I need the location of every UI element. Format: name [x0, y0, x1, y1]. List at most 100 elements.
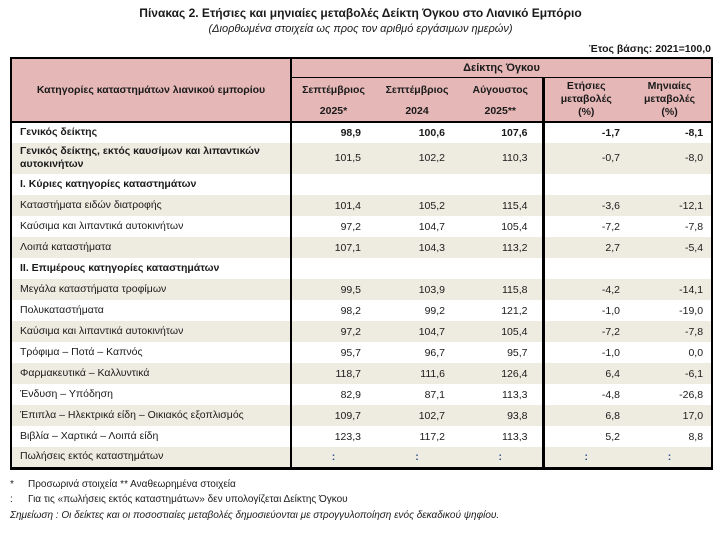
category-cell: Καύσιμα και λιπαντικά αυτοκινήτων: [11, 321, 292, 343]
value-cell-sep-2024: 99,2: [424, 304, 445, 317]
footnote-text: Για τις «πωλήσεις εκτός καταστημάτων» δε…: [28, 494, 348, 506]
category-cell: Πολυκαταστήματα: [11, 300, 292, 322]
value-cell-annual-change: :: [584, 450, 589, 463]
table-row: Φαρμακευτικά – Καλλυντικά 118,7 111,6 12…: [11, 363, 713, 385]
column-header-sep-2025: Σεπτέμβριος 2025*: [291, 77, 375, 123]
category-cell: Φαρμακευτικά – Καλλυντικά: [11, 363, 292, 385]
value-cell-monthly-change: -26,8: [679, 388, 704, 401]
table-row: ΙΙ. Επιμέρους κατηγορίες καταστημάτων: [11, 258, 712, 280]
value-cell-monthly-change: -5,4: [684, 241, 704, 254]
value-cell-monthly-change: -12,1: [679, 199, 704, 212]
value-cell-aug-2025: 113,2: [459, 237, 545, 259]
value-cell-sep-2024: [375, 258, 459, 279]
value-cell-sep-2024: 104,7: [418, 220, 445, 233]
value-cell-aug-2025: 126,4: [459, 363, 545, 385]
footnote-provisional: * Προσωρινά στοιχεία ** Αναθεωρημένα στο…: [10, 477, 711, 493]
column-header-unit: (%): [578, 106, 595, 119]
column-header-unit: (%): [661, 106, 678, 119]
table-row: Γενικός δείκτης, εκτός καυσίμων και λιπα…: [11, 142, 713, 175]
footnote-text: Προσωρινά στοιχεία ** Αναθεωρημένα στοιχ…: [28, 478, 236, 490]
footnote-marker: :: [10, 494, 13, 506]
value-cell-aug-2025: 105,4: [459, 216, 545, 238]
document-page: Πίνακας 2. Ετήσιες και μηνιαίες μεταβολέ…: [10, 6, 714, 524]
category-cell: Καύσιμα και λιπαντικά αυτοκινήτων: [11, 216, 292, 238]
column-header-month: Σεπτέμβριος: [385, 84, 449, 97]
table-row: Καύσιμα και λιπαντικά αυτοκινήτων 97,2 1…: [11, 321, 713, 343]
table-row: Καταστήματα ειδών διατροφής 101,4 105,2 …: [11, 195, 713, 217]
value-cell-annual-change: [543, 258, 628, 279]
table-row: Γενικός δείκτης 98,9 100,6 107,6 -1,7 -8…: [11, 121, 712, 143]
table-row: Ι. Κύριες κατηγορίες καταστημάτων: [11, 174, 712, 196]
value-cell-annual-change: -7,2: [601, 325, 620, 338]
value-cell-aug-2025: 95,7: [459, 342, 545, 364]
footnote-note: Σημείωση : Οι δείκτες και οι ποσοστιαίες…: [10, 508, 711, 524]
value-cell-aug-2025: 115,8: [459, 279, 545, 301]
value-cell-sep-2025: 118,7: [335, 367, 362, 380]
table-row: Ένδυση – Υπόδηση 82,9 87,1 113,3 -4,8 -2…: [11, 384, 712, 406]
column-header-month: Αύγουστος: [472, 84, 528, 97]
category-cell: Λοιπά καταστήματα: [11, 237, 292, 259]
value-cell-annual-change: -1,0: [601, 304, 620, 317]
value-cell-annual-change: -3,6: [601, 199, 620, 212]
table-row: Βιβλία – Χαρτικά – Λοιπά είδη 123,3 117,…: [11, 426, 712, 448]
value-cell-sep-2025: [291, 258, 375, 279]
value-cell-sep-2025: 109,7: [334, 409, 361, 422]
category-cell: Γενικός δείκτης: [11, 121, 292, 143]
value-cell-sep-2025: 101,4: [334, 199, 361, 212]
value-cell-aug-2025: :: [459, 447, 545, 469]
value-cell-aug-2025: 115,4: [459, 195, 545, 217]
category-cell: ΙΙ. Επιμέρους κατηγορίες καταστημάτων: [11, 258, 292, 280]
category-cell: Πωλήσεις εκτός καταστημάτων: [11, 447, 292, 469]
table-row: Μεγάλα καταστήματα τροφίμων 99,5 103,9 1…: [11, 279, 713, 301]
value-cell-sep-2024: 104,3: [418, 241, 445, 254]
value-cell-aug-2025: 107,6: [459, 121, 545, 143]
page-subtitle: (Διορθωμένα στοιχεία ως προς τον αριθμό …: [208, 22, 513, 35]
value-cell-monthly-change: 0,0: [688, 346, 704, 359]
value-cell-sep-2024: :: [415, 450, 419, 463]
value-cell-annual-change: -7,2: [601, 220, 620, 233]
category-cell: Μεγάλα καταστήματα τροφίμων: [11, 279, 292, 301]
value-cell-monthly-change: -6,1: [684, 367, 704, 380]
categories-column-header: Κατηγορίες καταστημάτων λιανικού εμπορίο…: [11, 57, 292, 123]
value-cell-monthly-change: 17,0: [682, 409, 704, 422]
value-cell-monthly-change: -19,0: [679, 304, 704, 317]
footnotes: * Προσωρινά στοιχεία ** Αναθεωρημένα στο…: [10, 477, 711, 524]
value-cell-annual-change: -1,7: [601, 126, 620, 139]
column-header-sep-2024: Σεπτέμβριος 2024: [375, 77, 459, 123]
table-row: Πολυκαταστήματα 98,2 99,2 121,2 -1,0 -19…: [11, 300, 712, 322]
value-cell-annual-change: 5,2: [605, 430, 620, 443]
category-cell: Βιβλία – Χαρτικά – Λοιπά είδη: [11, 426, 292, 448]
value-cell-sep-2025: :: [331, 450, 336, 463]
value-cell-sep-2024: 103,9: [418, 283, 445, 296]
value-cell-sep-2024: 102,2: [418, 152, 445, 165]
value-cell-aug-2025: 93,8: [459, 405, 545, 427]
value-cell-sep-2025: 99,5: [340, 283, 361, 296]
value-cell-sep-2024: 104,7: [418, 325, 445, 338]
footnote-colon: : Για τις «πωλήσεις εκτός καταστημάτων» …: [10, 492, 711, 508]
value-cell-sep-2024: 102,7: [418, 409, 445, 422]
page-title: Πίνακας 2. Ετήσιες και μηνιαίες μεταβολέ…: [139, 6, 582, 20]
value-cell-annual-change: -0,7: [601, 152, 620, 165]
table-row: Έπιπλα – Ηλεκτρικά είδη – Οικιακός εξοπλ…: [11, 405, 713, 427]
table-body: Γενικός δείκτης 98,9 100,6 107,6 -1,7 -8…: [11, 121, 713, 469]
column-header-monthly-change: Μηνιαίες μεταβολές (%): [628, 77, 713, 123]
value-cell-annual-change: -1,0: [601, 346, 620, 359]
volume-index-table: Κατηγορίες καταστημάτων λιανικού εμπορίο…: [10, 56, 714, 470]
value-cell-annual-change: 6,8: [605, 409, 620, 422]
value-cell-sep-2024: 100,6: [418, 126, 445, 139]
value-cell-monthly-change: [628, 174, 712, 195]
column-header-year: 2025**: [484, 105, 517, 118]
value-cell-aug-2025: 110,3: [459, 142, 545, 175]
column-header-year: 2024: [405, 105, 429, 118]
category-cell: Γενικός δείκτης, εκτός καυσίμων και λιπα…: [11, 142, 292, 175]
value-cell-sep-2025: 98,2: [340, 304, 361, 317]
category-cell: Τρόφιμα – Ποτά – Καπνός: [11, 342, 292, 364]
value-cell-sep-2025: 107,1: [334, 241, 361, 254]
value-cell-sep-2025: 97,2: [340, 325, 361, 338]
column-header-label: Ετήσιες μεταβολές: [560, 79, 612, 105]
value-cell-sep-2024: 96,7: [424, 346, 445, 359]
value-cell-monthly-change: 8,8: [688, 430, 704, 443]
column-header-aug-2025: Αύγουστος 2025**: [459, 77, 545, 123]
value-cell-annual-change: -4,2: [601, 283, 620, 296]
value-cell-annual-change: 2,7: [605, 241, 620, 254]
